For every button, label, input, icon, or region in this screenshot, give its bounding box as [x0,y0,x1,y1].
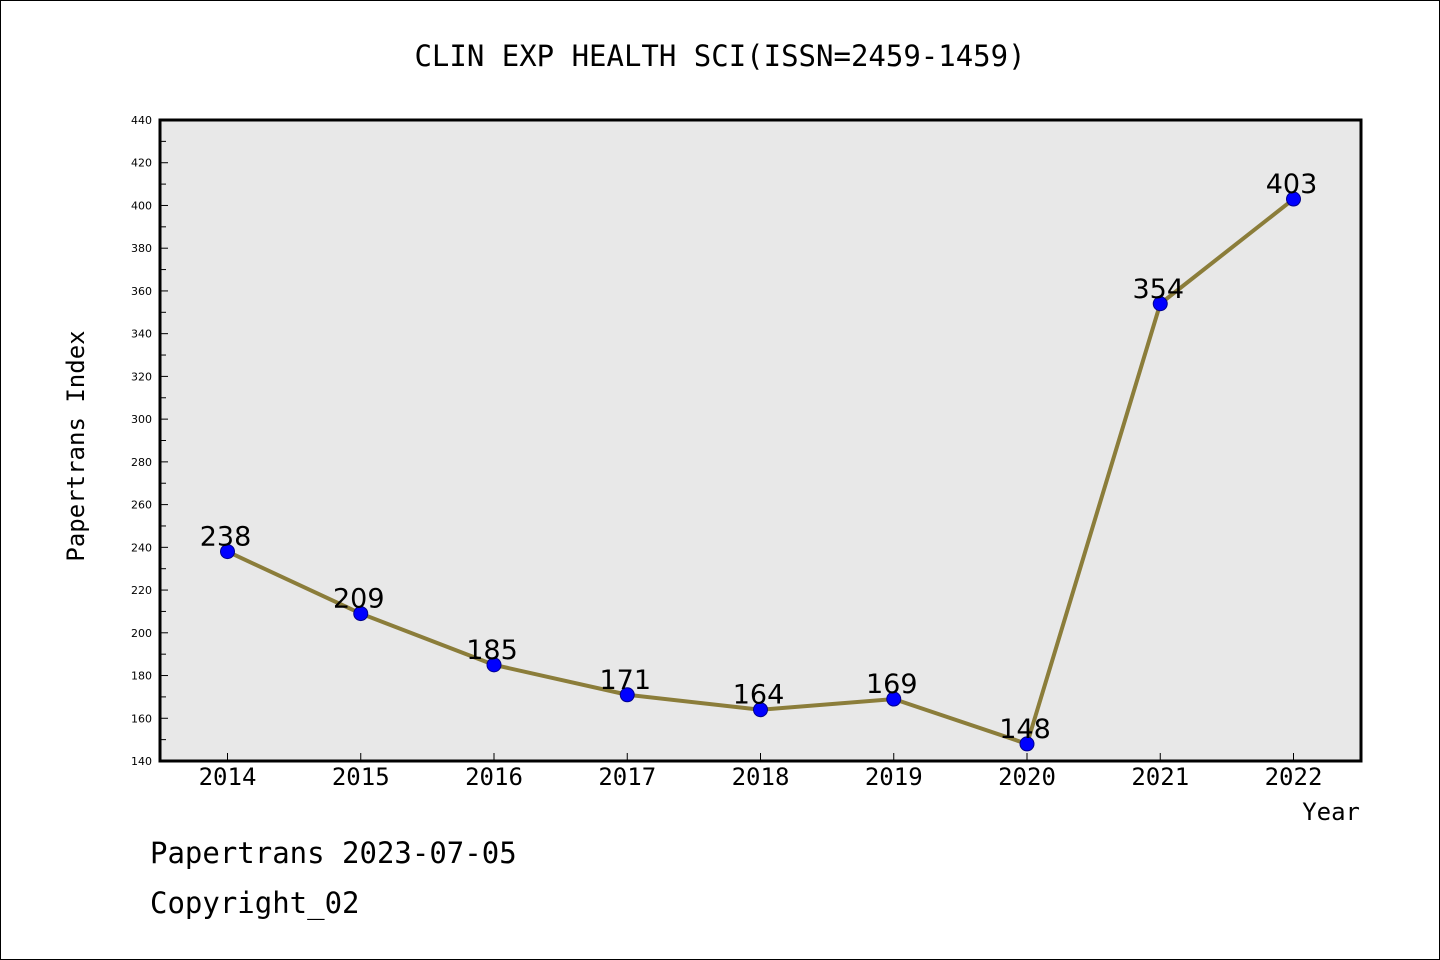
x-tick-label: 2019 [865,763,923,791]
data-point-2017 [619,687,635,703]
x-axis-label: Year [1302,798,1360,826]
data-label-2019: 169 [866,669,918,700]
y-tick-label: 180 [131,670,152,683]
y-tick-label: 140 [131,755,152,768]
y-tick-label: 320 [131,370,152,383]
y-tick-label: 160 [131,712,152,725]
chart-title: CLIN EXP HEALTH SCI(ISSN=2459-1459) [414,39,1025,73]
data-point-2018 [753,702,768,718]
data-label-2021: 354 [1132,274,1184,305]
data-label-2016: 185 [466,635,518,666]
y-tick-label: 420 [131,157,152,170]
data-label-2018: 164 [733,680,785,711]
y-axis-label: Papertrans Index [62,330,90,561]
x-tick-label: 2018 [732,763,790,791]
data-point-2021 [1152,296,1168,312]
data-point-2020 [1019,736,1035,752]
x-tick-label: 2015 [332,763,390,791]
data-label-2022: 403 [1266,169,1318,200]
data-point-2015 [353,606,369,622]
x-tick-label: 2022 [1265,763,1323,791]
y-tick-label: 400 [131,199,152,212]
footer-copyright: Copyright_02 [150,886,360,920]
x-tick-label: 2014 [199,763,257,791]
x-tick-label: 2021 [1131,763,1189,791]
x-tick-label: 2016 [465,763,523,791]
x-tick-label: 2017 [598,763,656,791]
y-axis: 140 160 180 200 220 240 260 280 300 320 340 360 380 4… [131,114,168,768]
y-tick-label: 300 [131,413,152,426]
y-tick-label: 340 [131,328,152,341]
data-point-2022 [1286,191,1301,207]
data-point-2016 [486,657,502,673]
data-label-2014: 238 [200,522,252,553]
y-tick-label: 220 [131,584,152,597]
y-tick-label: 240 [131,541,152,554]
series-group [220,191,1301,752]
data-point-2019 [886,691,902,707]
data-label-2015: 209 [333,584,385,615]
y-tick-label: 280 [131,456,152,469]
y-tick-label: 260 [131,499,152,512]
x-axis: 2014 2015 2016 2017 2018 2019 2020 2021 2022 [199,753,1323,791]
y-tick-label: 380 [131,242,152,255]
y-tick-label: 440 [131,114,152,127]
data-label-2017: 171 [599,665,651,696]
data-label-2020: 148 [999,714,1051,745]
y-tick-label: 200 [131,627,152,640]
x-tick-label: 2020 [998,763,1056,791]
data-point-2014 [220,544,235,560]
data-labels: 238 209 185 171 164 169 148 354 403 [200,169,1318,745]
footer-date: Papertrans 2023-07-05 [150,836,517,870]
plot-area [158,118,1363,763]
y-tick-label: 360 [131,285,152,298]
